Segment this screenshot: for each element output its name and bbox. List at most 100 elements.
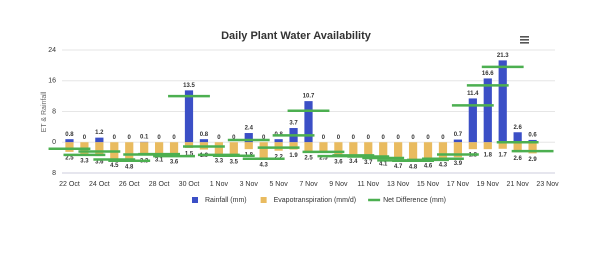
chart-title: Daily Plant Water Availability [221,30,372,42]
data-label: 0 [83,135,87,141]
bar [438,142,448,159]
bar [364,142,373,157]
data-label: 1.7 [499,152,508,158]
data-label: 0 [217,135,221,141]
data-label: 0 [337,135,341,141]
legend-symbol [260,197,267,203]
data-label: 3.7 [289,121,298,127]
data-label: 0 [411,135,415,141]
data-label: 0 [367,135,371,141]
x-tick-label: 26 Oct [119,181,140,188]
x-tick-label: 28 Oct [149,181,170,188]
bar [95,142,104,157]
bar [349,142,358,156]
data-label: 2.5 [65,155,74,161]
x-tick-label: 17 Nov [447,181,470,188]
data-label: 0 [441,135,445,141]
data-label: 1.5 [185,152,194,158]
data-label: 0.1 [140,134,149,140]
data-label: 3.9 [454,161,463,167]
data-label: 21.3 [497,53,509,59]
data-label: 2.5 [304,155,313,161]
data-label: 10.7 [303,94,315,100]
data-label: 2.4 [245,126,254,132]
data-label: 0 [262,135,266,141]
data-label: 4.6 [424,164,433,170]
data-label: 0.6 [528,133,537,139]
data-label: 3.6 [170,160,179,166]
bar [199,139,209,143]
bar [184,90,194,143]
data-label: 0 [382,135,386,141]
legend-symbol [192,197,198,203]
bar [423,142,433,160]
bar [65,142,74,152]
bar [513,142,522,153]
bar [214,142,223,155]
data-label: 3.6 [334,160,343,166]
x-tick-label: 22 Oct [59,181,80,188]
data-label: 4.3 [439,162,448,168]
data-label: 4.5 [110,163,119,169]
data-label: 1.9 [289,153,298,159]
data-label: 0.7 [454,132,463,138]
x-tick-label: 15 Nov [417,181,440,188]
data-label: 2.6 [513,125,522,131]
bar [289,142,298,150]
y-tick-label: 8 [52,170,56,177]
bar [154,142,164,155]
bar [483,142,492,150]
data-label: 13.5 [183,83,195,89]
data-label: 0 [157,135,161,141]
data-label: 2.6 [513,156,522,162]
legend-label: Net Difference (mm) [383,197,446,204]
data-label: 3.7 [364,160,373,166]
bar [184,142,194,149]
x-tick-label: 13 Nov [387,181,410,188]
y-axis-title: ET & Rainfall [41,91,48,132]
bar [394,142,403,161]
x-tick-label: 24 Oct [89,181,110,188]
menu-icon[interactable] [520,36,529,44]
y-tick-label: 8 [52,108,56,115]
x-tick-label: 9 Nov [329,181,348,188]
bar [304,101,313,143]
legend-label: Evapotranspiration (mm/d) [274,197,356,204]
data-label: 3.6 [95,160,104,166]
data-label: 4.3 [260,162,269,168]
x-tick-label: 3 Nov [240,181,259,188]
bar [453,139,463,143]
bar [65,139,74,143]
data-label: 11.4 [467,91,479,97]
data-label: 0 [172,135,176,141]
data-label: 1.8 [484,153,493,159]
data-label: 3.5 [230,159,239,165]
bar [513,132,522,143]
data-label: 0 [128,135,132,141]
x-tick-label: 1 Nov [210,181,229,188]
data-label: 2.2 [274,154,283,160]
bar [334,142,343,157]
x-tick-label: 19 Nov [477,181,500,188]
data-label: 1.2 [95,130,104,136]
bar [169,142,179,157]
bar [468,98,477,143]
bar [319,142,328,152]
data-label: 2.9 [528,157,537,163]
bar [244,142,253,150]
bar [498,142,507,149]
data-label: 4.7 [394,164,403,170]
x-tick-label: 5 Nov [269,181,288,188]
x-tick-label: 7 Nov [299,181,318,188]
bar [125,142,134,161]
data-label: 4.8 [125,164,134,170]
data-label: 3.3 [215,159,224,165]
bar [95,137,104,143]
x-tick-label: 30 Oct [179,181,200,188]
bar [498,60,507,143]
data-label: 0 [352,135,356,141]
bar [140,142,149,155]
y-tick-label: 24 [48,47,56,54]
data-label: 3.1 [155,158,164,164]
